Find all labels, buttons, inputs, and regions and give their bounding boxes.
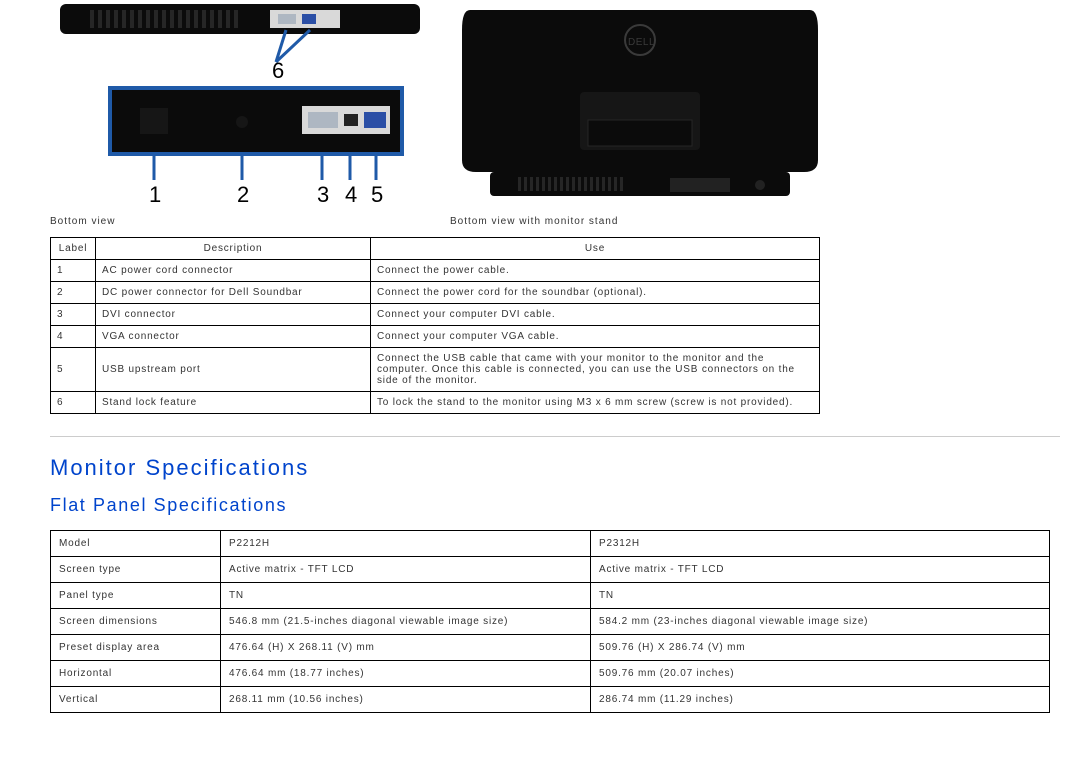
callout-4: 4: [345, 182, 358, 207]
cell-description: VGA connector: [96, 326, 371, 348]
caption-bottom-view: Bottom view: [50, 216, 430, 227]
bottom-view-svg: 6 1 2 3 4 5: [50, 0, 430, 210]
callout-1: 1: [149, 182, 162, 207]
spec-value: 546.8 mm (21.5-inches diagonal viewable …: [221, 609, 591, 635]
table-row: ModelP2212HP2312H: [51, 531, 1050, 557]
cell-use: Connect your computer DVI cable.: [371, 304, 820, 326]
spec-name: Preset display area: [51, 635, 221, 661]
heading-flat-panel: Flat Panel Specifications: [50, 495, 1060, 516]
cell-use: Connect the power cord for the soundbar …: [371, 282, 820, 304]
ports-header-row: Label Description Use: [51, 238, 820, 260]
diagram-bottom-view: 6 1 2 3 4 5: [50, 0, 430, 210]
diagram-captions: Bottom view Bottom view with monitor sta…: [50, 216, 1060, 227]
table-row: Panel typeTNTN: [51, 583, 1050, 609]
table-row: Vertical268.11 mm (10.56 inches)286.74 m…: [51, 687, 1050, 713]
spec-value: 476.64 (H) X 268.11 (V) mm: [221, 635, 591, 661]
table-row: 4VGA connectorConnect your computer VGA …: [51, 326, 820, 348]
table-row: Screen dimensions546.8 mm (21.5-inches d…: [51, 609, 1050, 635]
table-row: 6Stand lock featureTo lock the stand to …: [51, 392, 820, 414]
cell-description: USB upstream port: [96, 348, 371, 392]
table-row: Horizontal476.64 mm (18.77 inches)509.76…: [51, 661, 1050, 687]
spec-name: Screen type: [51, 557, 221, 583]
cell-description: Stand lock feature: [96, 392, 371, 414]
specs-table: ModelP2212HP2312HScreen typeActive matri…: [50, 530, 1050, 713]
spec-name: Screen dimensions: [51, 609, 221, 635]
ports-header-label: Label: [51, 238, 96, 260]
caption-bottom-view-stand: Bottom view with monitor stand: [450, 216, 830, 227]
cell-label: 4: [51, 326, 96, 348]
spec-value: P2212H: [221, 531, 591, 557]
spec-value: 509.76 mm (20.07 inches): [591, 661, 1050, 687]
spec-value: 584.2 mm (23-inches diagonal viewable im…: [591, 609, 1050, 635]
cell-use: Connect your computer VGA cable.: [371, 326, 820, 348]
cell-use: To lock the stand to the monitor using M…: [371, 392, 820, 414]
ports-header-use: Use: [371, 238, 820, 260]
cell-label: 6: [51, 392, 96, 414]
table-row: Preset display area476.64 (H) X 268.11 (…: [51, 635, 1050, 661]
cell-description: DVI connector: [96, 304, 371, 326]
spec-value: 268.11 mm (10.56 inches): [221, 687, 591, 713]
bottom-view-stand-svg: DELL: [450, 0, 830, 210]
table-row: 2DC power connector for Dell SoundbarCon…: [51, 282, 820, 304]
cell-description: AC power cord connector: [96, 260, 371, 282]
spec-value: 286.74 mm (11.29 inches): [591, 687, 1050, 713]
spec-name: Horizontal: [51, 661, 221, 687]
cell-use: Connect the power cable.: [371, 260, 820, 282]
table-row: 5USB upstream portConnect the USB cable …: [51, 348, 820, 392]
ports-table: Label Description Use 1AC power cord con…: [50, 237, 820, 414]
spec-value: P2312H: [591, 531, 1050, 557]
diagram-row: 6 1 2 3 4 5: [50, 0, 1060, 210]
callout-2: 2: [237, 182, 250, 207]
spec-value: Active matrix - TFT LCD: [221, 557, 591, 583]
table-row: 1AC power cord connectorConnect the powe…: [51, 260, 820, 282]
spec-value: TN: [591, 583, 1050, 609]
callout-6: 6: [272, 58, 285, 83]
svg-text:DELL: DELL: [628, 37, 655, 48]
spec-value: TN: [221, 583, 591, 609]
heading-monitor-specs: Monitor Specifications: [50, 455, 1060, 481]
cell-label: 1: [51, 260, 96, 282]
diagram-bottom-view-stand: DELL: [450, 0, 830, 210]
cell-label: 2: [51, 282, 96, 304]
cell-label: 3: [51, 304, 96, 326]
spec-name: Panel type: [51, 583, 221, 609]
spec-value: 476.64 mm (18.77 inches): [221, 661, 591, 687]
cell-label: 5: [51, 348, 96, 392]
cell-use: Connect the USB cable that came with you…: [371, 348, 820, 392]
spec-value: Active matrix - TFT LCD: [591, 557, 1050, 583]
spec-value: 509.76 (H) X 286.74 (V) mm: [591, 635, 1050, 661]
section-divider: [50, 436, 1060, 437]
spec-name: Vertical: [51, 687, 221, 713]
table-row: Screen typeActive matrix - TFT LCDActive…: [51, 557, 1050, 583]
spec-name: Model: [51, 531, 221, 557]
callout-5: 5: [371, 182, 384, 207]
callout-3: 3: [317, 182, 330, 207]
cell-description: DC power connector for Dell Soundbar: [96, 282, 371, 304]
ports-header-description: Description: [96, 238, 371, 260]
table-row: 3DVI connectorConnect your computer DVI …: [51, 304, 820, 326]
